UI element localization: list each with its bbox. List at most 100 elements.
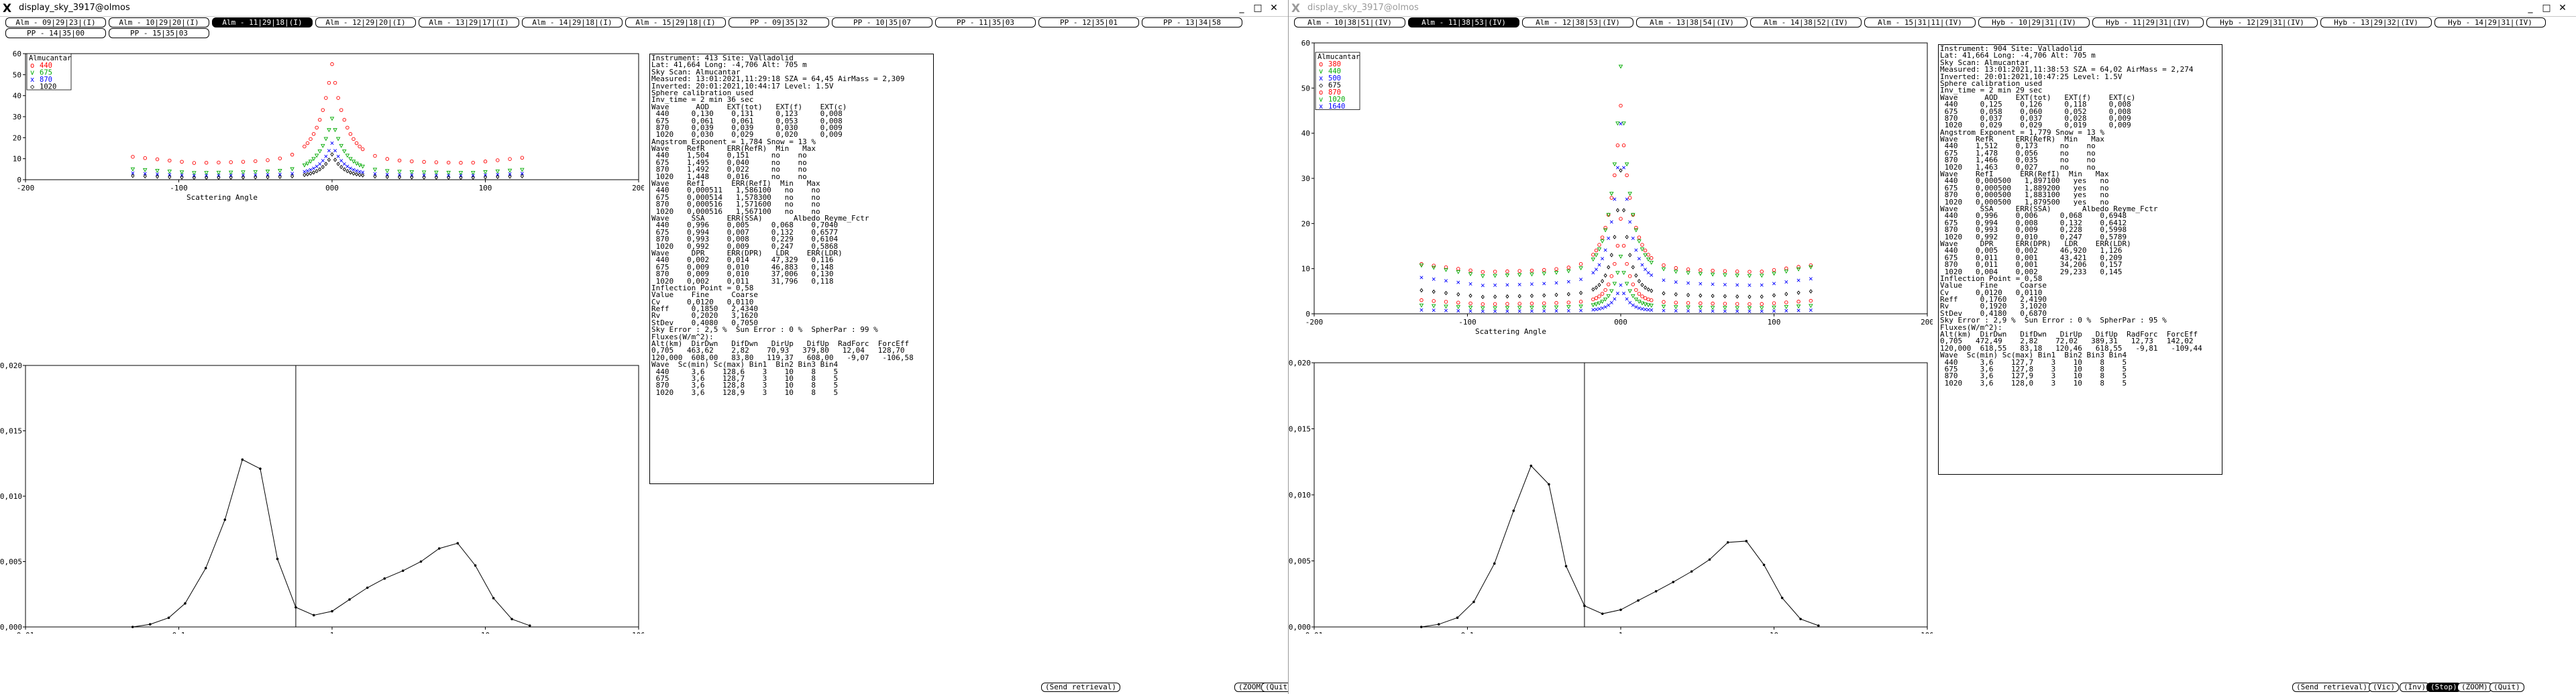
tab-9[interactable]: PP - 10|35|07 bbox=[832, 17, 932, 27]
close-icon[interactable]: ✕ bbox=[2559, 3, 2567, 13]
info-line: 0,705 463,62 2,82 70,93 379,80 12,04 128… bbox=[651, 346, 905, 355]
point-870 bbox=[339, 159, 343, 163]
y-tick-label: 10 bbox=[1301, 265, 1310, 274]
close-icon[interactable]: ✕ bbox=[1270, 3, 1278, 13]
info-line: Inflection Point = 0,58 bbox=[1940, 274, 2043, 283]
legend-entry: 1640 bbox=[1328, 103, 1345, 111]
point-1020 bbox=[229, 175, 233, 180]
send-retrieval-button[interactable]: (Send retrieval) bbox=[2292, 683, 2371, 692]
maximize-icon[interactable]: □ bbox=[1253, 3, 1263, 13]
y-tick-label: 50 bbox=[13, 70, 21, 79]
point-870 bbox=[1578, 300, 1583, 304]
inv-button[interactable]: (Inv) bbox=[2400, 683, 2430, 692]
point-380 bbox=[1809, 263, 1813, 268]
point-440 bbox=[520, 156, 525, 160]
point-675 bbox=[1517, 294, 1521, 298]
point-1020 bbox=[254, 175, 258, 180]
vic-button[interactable]: (Vic) bbox=[2369, 683, 2400, 692]
tab-2[interactable]: Alm - 11|38|53|(IV) bbox=[1408, 17, 1519, 27]
x-tick-label: 100 bbox=[1921, 631, 1933, 634]
point-870 bbox=[229, 173, 233, 177]
line-point bbox=[1708, 558, 1711, 561]
point-440 bbox=[1796, 268, 1801, 272]
point-500 bbox=[1646, 271, 1650, 275]
point-870 bbox=[312, 166, 316, 170]
tab-3[interactable]: Alm - 11|29|18|(I) bbox=[212, 17, 313, 27]
point-1640 bbox=[1631, 303, 1635, 307]
tab-2[interactable]: Alm - 10|29|20|(I) bbox=[109, 17, 209, 27]
point-675 bbox=[1601, 279, 1605, 284]
tab-11[interactable]: PP - 12|35|01 bbox=[1038, 17, 1139, 27]
line-point bbox=[511, 618, 513, 621]
point-1640 bbox=[1686, 309, 1690, 313]
legend-box bbox=[26, 53, 72, 91]
window-title: display_sky_3917@olmos bbox=[19, 3, 130, 13]
tab-11[interactable]: Hyb - 14|29|31|(IV) bbox=[2434, 17, 2546, 27]
line-point bbox=[294, 605, 297, 609]
point-440 bbox=[1600, 239, 1605, 244]
line-point bbox=[204, 567, 207, 570]
point-1640 bbox=[1674, 309, 1678, 313]
tab-10[interactable]: PP - 11|35|03 bbox=[935, 17, 1036, 27]
tab-7[interactable]: Alm - 15|29|18|(I) bbox=[625, 17, 726, 27]
info-line: 675 0,000500 1,889200 yes no bbox=[1940, 183, 2109, 192]
tab-row2-1[interactable]: PP - 14|35|00 bbox=[5, 28, 106, 38]
tab-1[interactable]: Alm - 09|29|23|(I) bbox=[5, 17, 106, 27]
maximize-icon[interactable]: □ bbox=[2542, 3, 2551, 13]
minimize-icon[interactable]: _ bbox=[1239, 3, 1244, 13]
line-point bbox=[1654, 590, 1658, 593]
title-bar[interactable]: X display_sky_3917@olmos _ □ ✕ bbox=[0, 0, 1288, 17]
info-line: Alt(km) DirDwn DifDwn DirUp DifUp RadFor… bbox=[651, 339, 910, 349]
tab-10[interactable]: Hyb - 13|29|32|(IV) bbox=[2320, 17, 2432, 27]
line-point bbox=[456, 542, 460, 544]
point-675 bbox=[421, 170, 427, 175]
point-675 bbox=[446, 170, 451, 175]
point-440 bbox=[1723, 273, 1727, 278]
point-870 bbox=[459, 174, 463, 178]
point-380 bbox=[1505, 269, 1509, 274]
tab-9[interactable]: Hyb - 12|29|31|(IV) bbox=[2206, 17, 2318, 27]
quit-button[interactable]: (Quit) bbox=[1261, 683, 1288, 692]
tab-5[interactable]: Alm - 14|38|52|(IV) bbox=[1750, 17, 1862, 27]
tab-12[interactable]: PP - 13|34|58 bbox=[1142, 17, 1242, 27]
tab-8[interactable]: Hyb - 11|29|31|(IV) bbox=[2092, 17, 2204, 27]
point-1640 bbox=[1625, 297, 1629, 301]
point-675 bbox=[1481, 294, 1485, 300]
tab-4[interactable]: Alm - 13|38|54|(IV) bbox=[1636, 17, 1748, 27]
point-500 bbox=[1699, 282, 1703, 286]
tab-1[interactable]: Alm - 10|38|51|(IV) bbox=[1294, 17, 1405, 27]
tab-3[interactable]: Alm - 12|38|53|(IV) bbox=[1522, 17, 1633, 27]
quit-button[interactable]: (Quit) bbox=[2489, 683, 2524, 692]
tab-4[interactable]: Alm - 12|29|20|(I) bbox=[315, 17, 416, 27]
tab-6[interactable]: Alm - 15|31|11|(IV) bbox=[1864, 17, 1976, 27]
tab-7[interactable]: Hyb - 10|29|31|(IV) bbox=[1978, 17, 2090, 27]
point-675 bbox=[1613, 235, 1617, 239]
title-bar[interactable]: X display_sky_3917@olmos _ □ ✕ bbox=[1289, 0, 2576, 17]
point-1020 bbox=[339, 164, 343, 170]
point-1640 bbox=[1796, 308, 1801, 312]
info-line: 675 0,994 0,008 0,132 0,6412 bbox=[1940, 218, 2127, 227]
stop-button[interactable]: (Stop) bbox=[2426, 683, 2461, 692]
point-1020 bbox=[1637, 300, 1642, 304]
info-line: 1020 0,029 0,029 0,019 0,009 bbox=[1940, 121, 2131, 130]
tab-5[interactable]: Alm - 13|29|17|(I) bbox=[419, 17, 519, 27]
point-440 bbox=[1597, 247, 1602, 252]
minimize-icon[interactable]: _ bbox=[2528, 3, 2533, 13]
tab-6[interactable]: Alm - 14|29|18|(I) bbox=[522, 17, 623, 27]
send-retrieval-button[interactable]: (Send retrieval) bbox=[1041, 683, 1120, 692]
zoom-button[interactable]: (ZOOM) bbox=[1234, 683, 1269, 692]
point-440 bbox=[180, 160, 184, 164]
zoom-button[interactable]: (ZOOM) bbox=[2457, 683, 2492, 692]
point-675 bbox=[1607, 265, 1611, 270]
point-1020 bbox=[1646, 303, 1651, 308]
legend-entry: 1020 bbox=[1328, 96, 1345, 104]
tab-row2-2[interactable]: PP - 15|35|03 bbox=[109, 28, 209, 38]
point-500 bbox=[1597, 263, 1601, 267]
tab-8[interactable]: PP - 09|35|32 bbox=[729, 17, 829, 27]
point-500 bbox=[1444, 279, 1448, 283]
point-1020 bbox=[131, 174, 135, 178]
point-675 bbox=[1432, 289, 1436, 294]
point-1020 bbox=[1431, 304, 1436, 308]
legend-entry: 675 bbox=[40, 69, 52, 77]
point-440 bbox=[1637, 239, 1642, 244]
